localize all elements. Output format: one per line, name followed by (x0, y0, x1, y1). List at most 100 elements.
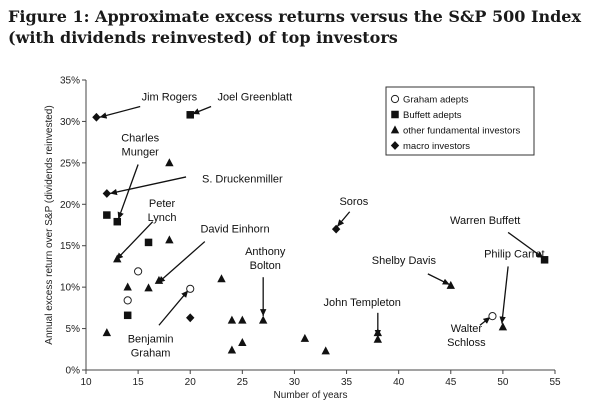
annotation-label: Benjamin Graham (128, 334, 174, 360)
data-point-square (103, 211, 111, 219)
data-point-diamond (102, 189, 112, 198)
annotation-line: Anthony (245, 246, 286, 258)
annotation-line: Jim Rogers (142, 92, 198, 104)
y-tick-label: 35% (60, 76, 80, 87)
data-point-triangle (165, 158, 174, 167)
legend-marker-triangle (390, 125, 400, 134)
annotation-arrows (99, 105, 544, 337)
annotation-line: Walter (451, 323, 483, 335)
annotation-label: S. Druckenmiller (202, 174, 283, 186)
data-point-triangle (217, 274, 226, 283)
annotation-label: Charles Munger (121, 132, 159, 158)
data-point-triangle (373, 334, 383, 343)
y-tick-label: 0% (66, 366, 81, 377)
annotation-label: John Templeton (323, 297, 400, 309)
annotation-label: Shelby Davis (372, 255, 437, 267)
x-tick-label: 30 (289, 377, 301, 388)
annotation-line: Bolton (250, 260, 281, 272)
data-point-triangle (102, 328, 112, 337)
data-point-triangle (446, 280, 455, 289)
annotation-label: Anthony Bolton (245, 246, 286, 272)
data-point-triangle (144, 283, 153, 292)
data-point-open-circle (134, 267, 143, 276)
y-tick-label: 15% (60, 241, 80, 252)
axes: 0% 5% 10% 15% 20% 25% 30% 35% 10 15 20 25 30 35 40 45 50… (44, 76, 561, 402)
annotation-line: Peter (149, 198, 176, 210)
annotation-label: Jim Rogers (142, 92, 198, 104)
x-tick-label: 50 (497, 377, 509, 388)
data-point-triangle (123, 282, 132, 291)
annotation-label: Walter Schloss (447, 323, 486, 349)
annotation-line: Charles (121, 132, 159, 144)
legend-marker-diamond (390, 141, 400, 150)
y-tick-label: 30% (60, 117, 80, 128)
legend-box (385, 86, 535, 156)
data-point-triangle (154, 275, 164, 284)
data-point-triangle (165, 235, 174, 244)
x-tick-label: 40 (393, 377, 405, 388)
annotation-line: Schloss (447, 337, 486, 349)
data-point-diamond (186, 313, 195, 323)
annotation-arrow (479, 316, 491, 326)
y-tick-label: 10% (60, 283, 80, 294)
x-tick-label: 10 (80, 377, 92, 388)
annotation-arrow (99, 105, 141, 119)
data-point-square (540, 256, 549, 264)
data-point-triangle (227, 345, 237, 354)
x-tick-label: 55 (549, 377, 561, 388)
annotation-arrow (158, 290, 189, 326)
data-point-square (123, 311, 132, 320)
data-point-triangle (300, 333, 310, 342)
y-tick-label: 20% (60, 200, 80, 211)
annotation-line: Benjamin (128, 334, 174, 346)
annotation-arrow (192, 105, 212, 115)
data-point-triangle (227, 315, 237, 324)
y-tick-label: 5% (66, 324, 81, 335)
x-tick-label: 35 (341, 377, 353, 388)
x-tick-label: 15 (133, 377, 145, 388)
legend-entry: other fundamental investors (403, 126, 520, 137)
annotation-arrow (157, 241, 206, 284)
data-point-triangle (373, 328, 383, 337)
legend-marker-open-circle (390, 94, 400, 104)
annotation-line: Munger (122, 146, 160, 158)
legend: Graham adepts Buffett adepts other fundame… (385, 86, 535, 156)
annotation-line: Philip Carret (484, 248, 545, 260)
annotation-label: Joel Greenblatt (218, 92, 293, 104)
legend-entry: Buffett adepts (403, 110, 462, 121)
annotation-arrow (427, 273, 451, 286)
y-axis-label: Annual excess return over S&P (dividends… (44, 105, 55, 344)
annotation-label: Soros (339, 196, 368, 208)
legend-entry: macro investors (403, 141, 470, 152)
data-point-diamond (92, 112, 101, 122)
annotation-label: Philip Carret (484, 248, 545, 260)
annotation-line: S. Druckenmiller (202, 174, 283, 186)
annotation-arrow (115, 221, 154, 261)
data-point-square (113, 217, 122, 226)
annotation-line: Graham (131, 348, 171, 360)
data-point-triangle (113, 254, 122, 263)
data-point-square (186, 111, 194, 119)
annotation-arrow (117, 164, 139, 220)
legend-entry: Graham adepts (403, 95, 469, 106)
annotation-arrow (336, 211, 351, 228)
annotation-line: Joel Greenblatt (218, 92, 293, 104)
data-point-open-circle (123, 296, 132, 305)
annotation-line: John Templeton (323, 297, 400, 309)
annotation-line: Lynch (148, 212, 177, 224)
data-point-open-circle (488, 312, 497, 321)
data-point-open-circle (186, 284, 195, 293)
annotation-label: Peter Lynch (148, 198, 177, 224)
annotation-line: Warren Buffett (450, 215, 520, 227)
annotation-arrow (507, 231, 544, 259)
data-points (92, 111, 549, 355)
chart-title: Figure 1: Approximate excess returns ver… (8, 7, 581, 47)
annotation-arrow (499, 266, 509, 324)
x-tick-label: 45 (445, 377, 457, 388)
x-axis-label: Number of years (274, 390, 348, 401)
data-point-triangle (238, 338, 247, 347)
annotation-label: David Einhorn (200, 223, 269, 235)
annotation-label: Warren Buffett (450, 215, 520, 227)
x-tick-label: 20 (185, 377, 197, 388)
